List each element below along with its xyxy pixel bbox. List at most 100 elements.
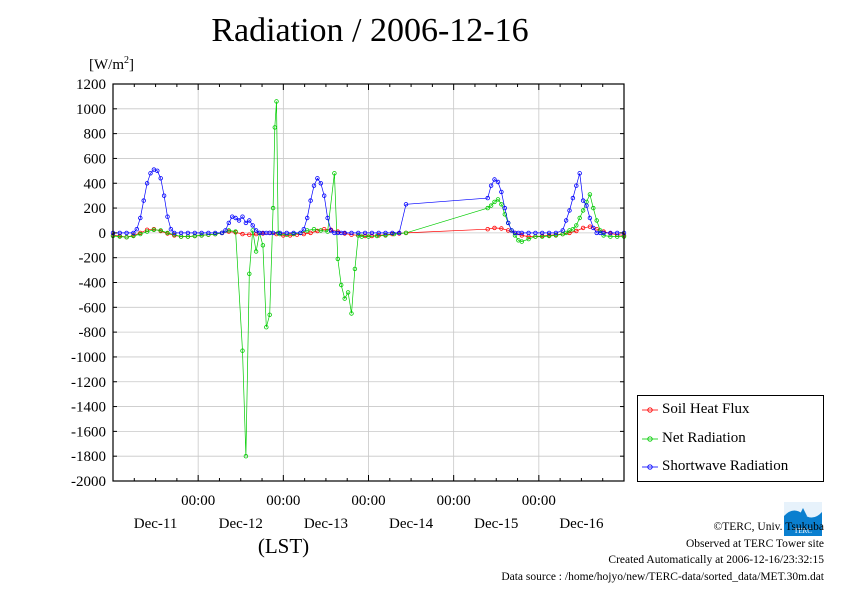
data-point-net-radiation: [144, 229, 150, 234]
data-point-shortwave-radiation: [488, 183, 494, 188]
y-tick-label: -1400: [71, 400, 106, 416]
data-point-shortwave-radiation: [291, 230, 296, 236]
data-point-net-radiation: [131, 233, 136, 239]
data-point-net-radiation: [580, 208, 586, 213]
data-point-shortwave-radiation: [284, 230, 289, 236]
y-tick-label: 0: [99, 226, 107, 242]
data-point-shortwave-radiation: [301, 226, 306, 232]
data-point-net-radiation: [165, 230, 170, 236]
data-point-soil-heat-flux: [240, 231, 245, 237]
data-point-shortwave-radiation: [117, 230, 122, 236]
data-point-net-radiation: [192, 233, 197, 239]
y-tick-label: -800: [79, 325, 107, 341]
data-point-shortwave-radiation: [492, 177, 497, 182]
footer-source: Data source : /home/hojyo/new/TERC-data/…: [501, 570, 824, 583]
data-point-shortwave-radiation: [168, 226, 174, 232]
data-point-net-radiation: [158, 228, 163, 233]
y-axis-unit-label: [W/m2]: [89, 55, 134, 74]
legend-label-soil-heat-flux: Soil Heat Flux: [662, 401, 750, 417]
y-tick-label: 800: [84, 127, 107, 143]
data-point-shortwave-radiation: [615, 230, 620, 236]
y-axis-unit-superscript: 2: [124, 55, 129, 66]
data-point-net-radiation: [345, 290, 351, 295]
data-point-shortwave-radiation: [311, 183, 317, 188]
terc-logo-icon: TERC: [784, 502, 822, 536]
data-point-net-radiation: [492, 199, 497, 205]
data-point-soil-heat-flux: [574, 228, 579, 234]
footer-created: Created Automatically at 2006-12-16/23:3…: [608, 554, 824, 566]
data-point-shortwave-radiation: [250, 223, 255, 228]
data-point-soil-heat-flux: [485, 226, 490, 232]
data-point-shortwave-radiation: [485, 195, 490, 201]
data-point-shortwave-radiation: [325, 215, 330, 221]
y-tick-label: 1200: [76, 77, 106, 93]
footer-copyright: ©TERC, Univ. Tsukuba: [713, 521, 824, 533]
data-point-net-radiation: [485, 205, 490, 211]
legend-label-net-radiation: Net Radiation: [662, 430, 746, 446]
data-point-shortwave-radiation: [226, 220, 231, 226]
legend-item-shortwave-radiation: Shortwave Radiation: [638, 455, 823, 479]
x-date-label: Dec-14: [389, 516, 434, 532]
y-tick-label: -1000: [71, 350, 106, 366]
data-point-shortwave-radiation: [165, 214, 170, 219]
data-point-soil-heat-flux: [580, 225, 586, 231]
data-point-shortwave-radiation: [403, 202, 409, 207]
x-date-label: Dec-16: [559, 516, 604, 532]
data-point-shortwave-radiation: [155, 168, 160, 173]
series-line-shortwave-radiation: [113, 169, 624, 234]
data-point-net-radiation: [352, 266, 358, 272]
data-point-shortwave-radiation: [223, 228, 228, 233]
data-point-shortwave-radiation: [243, 220, 249, 226]
plot-frame: [112, 83, 625, 482]
data-point-shortwave-radiation: [580, 198, 586, 203]
logo-text: TERC: [794, 527, 812, 535]
data-point-net-radiation: [332, 171, 337, 176]
data-point-shortwave-radiation: [192, 230, 197, 236]
x-date-label: Dec-11: [134, 516, 178, 532]
data-point-shortwave-radiation: [526, 230, 531, 236]
data-point-shortwave-radiation: [253, 228, 259, 233]
data-point-shortwave-radiation: [148, 171, 153, 176]
data-point-net-radiation: [359, 234, 364, 239]
data-point-shortwave-radiation: [315, 176, 320, 181]
data-point-net-radiation: [243, 454, 249, 459]
data-point-shortwave-radiation: [349, 230, 354, 236]
data-point-shortwave-radiation: [206, 230, 211, 236]
data-point-shortwave-radiation: [322, 193, 327, 198]
data-point-shortwave-radiation: [519, 230, 524, 236]
x-time-label: 00:00: [351, 493, 385, 509]
data-point-net-radiation: [519, 239, 524, 244]
data-point-net-radiation: [339, 282, 344, 288]
data-point-shortwave-radiation: [574, 183, 579, 188]
data-point-net-radiation: [151, 227, 157, 232]
chart-title: Radiation / 2006-12-16: [211, 12, 529, 49]
data-point-shortwave-radiation: [158, 176, 163, 181]
data-point-shortwave-radiation: [383, 230, 388, 236]
data-point-shortwave-radiation: [212, 230, 218, 236]
data-point-shortwave-radiation: [553, 230, 559, 236]
data-point-net-radiation: [267, 312, 272, 317]
data-point-shortwave-radiation: [577, 171, 582, 176]
data-point-shortwave-radiation: [376, 230, 381, 236]
legend-item-net-radiation: Net Radiation: [638, 427, 823, 451]
data-point-shortwave-radiation: [318, 181, 323, 186]
data-point-net-radiation: [502, 212, 507, 217]
data-point-net-radiation: [264, 325, 269, 330]
data-point-net-radiation: [272, 125, 277, 130]
y-tick-label: 200: [84, 201, 107, 217]
x-time-label: 00:00: [181, 493, 215, 509]
data-point-net-radiation: [601, 233, 606, 238]
data-point-net-radiation: [499, 202, 504, 207]
y-tick-label: -400: [79, 276, 107, 292]
data-point-net-radiation: [587, 192, 593, 197]
data-point-shortwave-radiation: [144, 181, 150, 186]
data-point-shortwave-radiation: [362, 230, 368, 236]
data-point-net-radiation: [546, 233, 552, 239]
data-point-net-radiation: [124, 234, 129, 240]
data-point-shortwave-radiation: [567, 208, 572, 213]
data-point-net-radiation: [366, 234, 371, 239]
data-point-net-radiation: [240, 348, 245, 353]
data-point-net-radiation: [488, 203, 494, 208]
data-point-shortwave-radiation: [141, 198, 146, 203]
